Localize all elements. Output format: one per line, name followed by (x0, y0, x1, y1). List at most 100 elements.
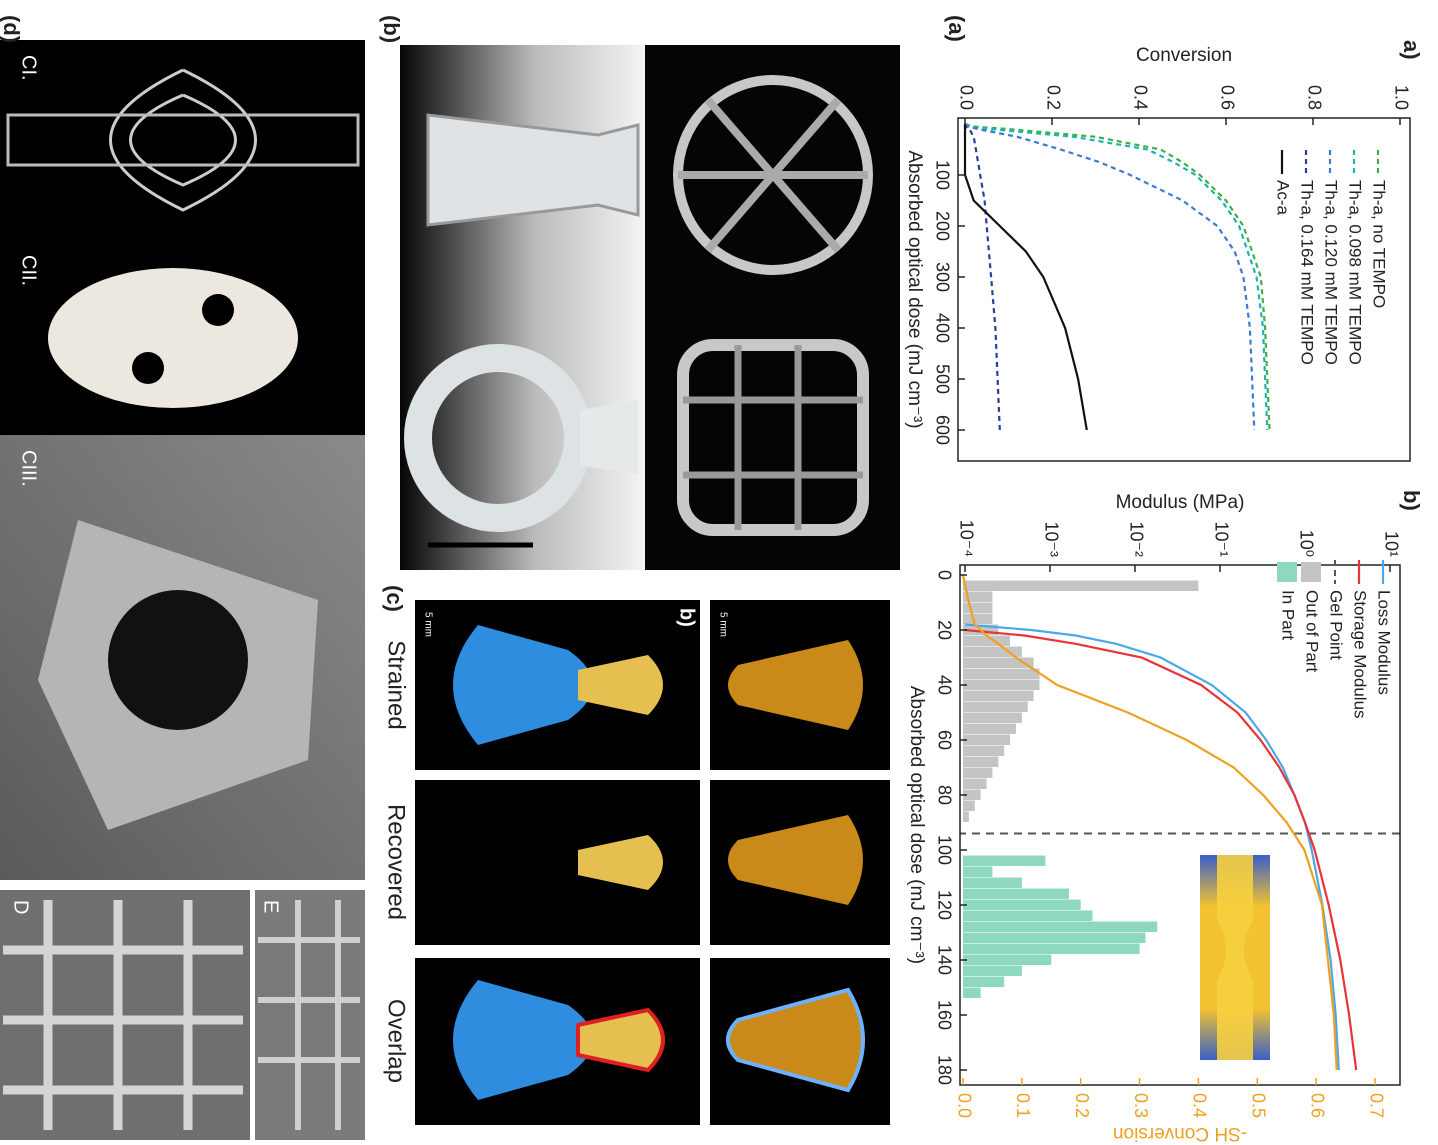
x-tick-label: 160 (934, 1000, 954, 1030)
histogram-bar (963, 724, 1016, 735)
histogram-bar (963, 900, 1081, 911)
y2-tick-label: 0.4 (1190, 1093, 1210, 1118)
x-tick-label: 80 (934, 785, 954, 805)
histogram-bar (963, 977, 1004, 988)
x-tick-label: 500 (932, 364, 952, 394)
y-tick-label: 0.8 (1304, 85, 1324, 110)
histogram-bar (963, 669, 1040, 680)
histogram-bar (963, 680, 1040, 691)
y-axis-label: Modulus (MPa) (1116, 492, 1245, 513)
histogram-bar (963, 889, 1069, 900)
x-tick-label: 100 (934, 835, 954, 865)
photo-label: D (10, 900, 32, 914)
legend-swatch (1277, 562, 1297, 582)
photo (255, 890, 365, 1140)
y-tick-label: 10¹ (1381, 531, 1401, 557)
series-line (965, 124, 1270, 430)
x-tick-label: 120 (934, 890, 954, 920)
series-line (965, 124, 1000, 430)
legend-label: Th-a, 0.120 mM TEMPO (1322, 180, 1341, 365)
legend-label: Out of Part (1303, 590, 1322, 672)
histogram-bar (963, 933, 1145, 944)
series-line (965, 124, 1254, 430)
legend-label: Gel Point (1327, 590, 1346, 660)
histogram-bar (963, 801, 975, 812)
x-tick-label: 300 (932, 262, 952, 292)
series-line (965, 124, 1087, 430)
y2-tick-label: 0.7 (1366, 1093, 1386, 1118)
histogram-bar (963, 702, 1028, 713)
histogram-bar (963, 713, 1022, 724)
y2-tick-label: 0.6 (1307, 1093, 1327, 1118)
histogram-bar (963, 955, 1051, 966)
y2-tick-label: 0.5 (1249, 1093, 1269, 1118)
y-tick-label: 0.4 (1130, 85, 1150, 110)
y2-tick-label: 0.2 (1072, 1093, 1092, 1118)
y-tick-label: 10⁰ (1296, 530, 1316, 557)
histogram-bar (963, 779, 987, 790)
panel-label: (c) (382, 585, 407, 612)
x-tick-label: 180 (934, 1055, 954, 1085)
histogram-bar (963, 614, 992, 625)
panel-label: (d) (0, 15, 24, 43)
histogram-bar (963, 911, 1092, 922)
object (108, 590, 248, 730)
photo-label: CII. (18, 255, 40, 286)
legend-label: Loss Modulus (1375, 590, 1394, 695)
x-axis-label: Absorbed optical dose (mJ cm⁻³) (904, 150, 925, 428)
histogram-bar (963, 856, 1045, 867)
chart-label: a) (1399, 40, 1424, 60)
y-tick-label: 10⁻² (1126, 521, 1146, 557)
histogram-bar (963, 768, 992, 779)
legend-label: Storage Modulus (1351, 590, 1370, 719)
y-tick-label: 10⁻³ (1041, 521, 1061, 557)
object (580, 400, 638, 475)
column-label: Recovered (383, 804, 410, 920)
photo-label: CI. (18, 55, 40, 81)
y-tick-label: 0.2 (1043, 85, 1063, 110)
y2-tick-label: 0.1 (1013, 1093, 1033, 1118)
x-tick-label: 0 (934, 570, 954, 580)
figure: (a) (b) (c) (d) b) Strained Recovered Ov… (0, 0, 1438, 1145)
scale-label: 5 mm (717, 612, 728, 637)
series-line (965, 124, 1267, 430)
y2-tick-label: 0.3 (1131, 1093, 1151, 1118)
object (48, 268, 298, 408)
column-label: Overlap (383, 999, 410, 1083)
legend-label: Th-a, 0.164 mM TEMPO (1298, 180, 1317, 365)
x-tick-label: 200 (932, 211, 952, 241)
histogram-bar (963, 603, 992, 614)
object (428, 115, 638, 225)
figure-canvas: (a) (b) (c) (d) b) Strained Recovered Ov… (0, 0, 1438, 1145)
x-tick-label: 100 (932, 160, 952, 190)
histogram-bar (963, 691, 1034, 702)
histogram-bar (963, 757, 998, 768)
object (202, 294, 234, 326)
x-tick-label: 40 (934, 675, 954, 695)
scale-label: 5 mm (422, 612, 433, 637)
legend-label: Ac-a (1274, 180, 1293, 216)
x-tick-label: 600 (932, 415, 952, 445)
y-tick-label: 0.6 (1217, 85, 1237, 110)
y2-tick-label: 0.0 (954, 1093, 974, 1118)
histogram-bar (963, 735, 1010, 746)
x-tick-label: 140 (934, 945, 954, 975)
legend-label: In Part (1279, 590, 1298, 640)
photo-label: b) (676, 608, 698, 627)
page: {"panel_labels":["(a)","(b)","(c)","(d)"… (0, 0, 1438, 1145)
y-tick-label: 10⁻⁴ (956, 520, 976, 557)
y-tick-label: 10⁻¹ (1211, 521, 1231, 557)
histogram-bar (963, 966, 1022, 977)
histogram-bar (963, 746, 1004, 757)
legend-label: Th-a, no TEMPO (1370, 180, 1389, 308)
x-tick-label: 400 (932, 313, 952, 343)
column-label: Strained (383, 640, 410, 729)
histogram-bar (963, 812, 969, 823)
legend-label: Th-a, 0.098 mM TEMPO (1346, 180, 1365, 365)
object (132, 352, 164, 384)
y-tick-label: 1.0 (1391, 85, 1411, 110)
histogram-bar (963, 867, 992, 878)
histogram-bar (963, 922, 1157, 933)
legend-swatch (1301, 562, 1321, 582)
x-tick-label: 20 (934, 620, 954, 640)
